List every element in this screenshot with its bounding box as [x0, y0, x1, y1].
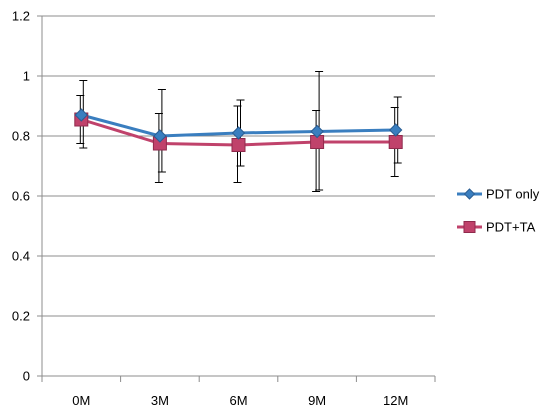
y-tick-label: 0.4 — [12, 249, 30, 264]
data-point — [310, 124, 324, 139]
y-tick-label: 0.2 — [12, 309, 30, 324]
y-tick-label: 1 — [23, 69, 30, 84]
x-tick-labels: 0M 3M 6M 9M 12M — [72, 393, 408, 408]
y-tick-label: 0.8 — [12, 129, 30, 144]
x-tick-label: 0M — [72, 393, 90, 408]
y-tick-label: 0.6 — [12, 189, 30, 204]
y-tick-label: 1.2 — [12, 9, 30, 24]
legend-marker — [463, 188, 476, 200]
data-point — [231, 138, 246, 152]
y-tick-label: 0 — [23, 369, 30, 384]
data-point — [388, 123, 403, 137]
legend: PDT only PDT+TA — [457, 187, 540, 235]
legend-label: PDT only — [486, 187, 540, 202]
y-tick-labels: 0 0.2 0.4 0.6 0.8 1 1.2 — [12, 9, 30, 384]
x-tick-label: 3M — [151, 393, 169, 408]
axes — [37, 15, 436, 382]
legend-marker — [463, 221, 476, 233]
series-markers — [74, 108, 403, 152]
data-point — [388, 135, 403, 149]
x-tick-label: 9M — [308, 393, 326, 408]
x-tick-label: 12M — [383, 393, 408, 408]
data-point — [153, 129, 167, 143]
data-point — [231, 126, 246, 140]
legend-label: PDT+TA — [486, 220, 536, 235]
grid — [42, 15, 435, 377]
data-point — [74, 108, 89, 122]
x-tick-label: 6M — [229, 393, 247, 408]
